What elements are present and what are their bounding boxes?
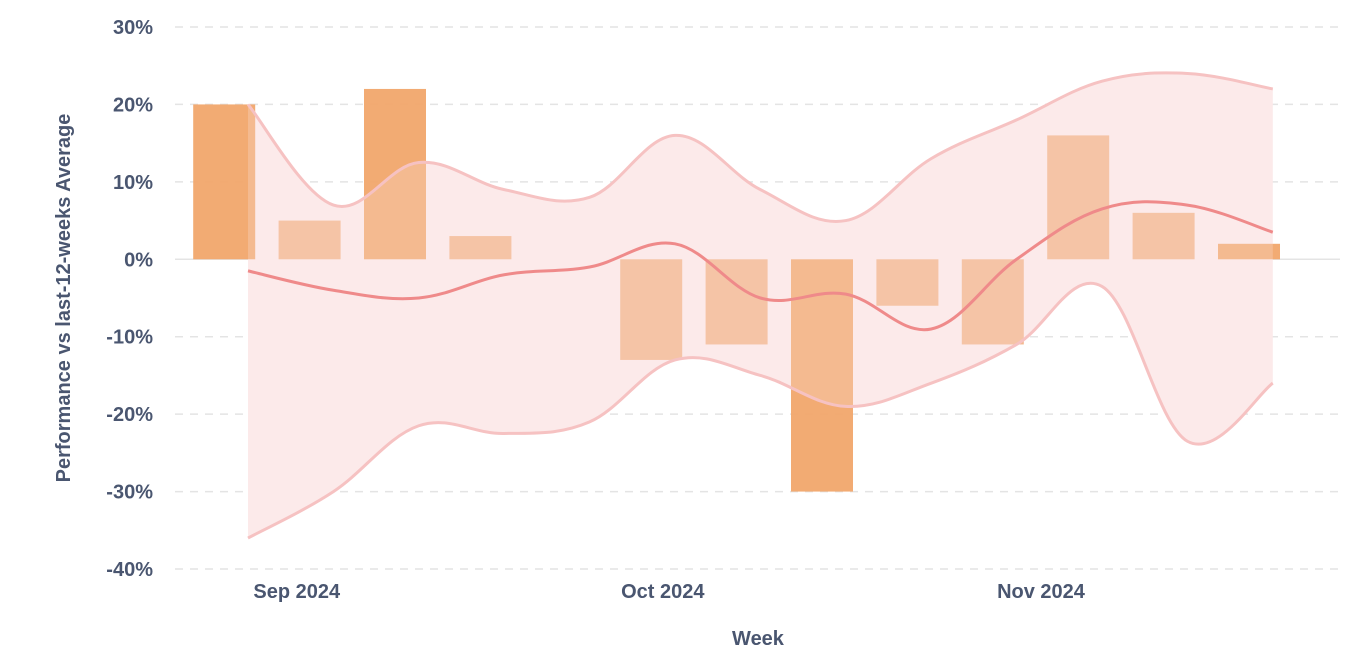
bar xyxy=(449,236,512,260)
y-tick-label: -30% xyxy=(106,482,153,504)
y-tick-label: 30% xyxy=(113,17,153,39)
x-axis-ticks: Sep 2024 Oct 2024 Nov 2024 xyxy=(253,581,1085,603)
bar xyxy=(620,259,683,360)
bar xyxy=(278,220,341,260)
bar xyxy=(705,259,768,345)
y-tick-label: -10% xyxy=(106,327,153,349)
bar xyxy=(876,259,939,306)
x-tick-label: Sep 2024 xyxy=(253,581,341,603)
band-lower-line xyxy=(247,281,1274,540)
bar xyxy=(1218,243,1280,260)
bars xyxy=(193,88,1280,492)
y-tick-label: 20% xyxy=(113,94,153,116)
y-axis-ticks: 30% 20% 10% 0% -10% -20% -30% -40% xyxy=(106,17,153,581)
bar xyxy=(193,104,256,260)
trend-line xyxy=(247,200,1274,332)
x-axis-title: Week xyxy=(732,628,785,650)
bar xyxy=(1047,135,1110,260)
y-tick-label: -20% xyxy=(106,404,153,426)
y-tick-label: 10% xyxy=(113,172,153,194)
y-axis-title: Performance vs last-12-weeks Average xyxy=(53,114,75,483)
x-tick-label: Oct 2024 xyxy=(621,581,705,603)
trend-lines xyxy=(246,71,1274,540)
y-tick-label: -40% xyxy=(106,559,153,581)
band-overlay xyxy=(248,72,1273,539)
x-tick-label: Nov 2024 xyxy=(997,581,1086,603)
y-tick-label: 0% xyxy=(124,249,153,271)
bar xyxy=(1132,212,1195,260)
band-upper-line xyxy=(246,71,1274,223)
